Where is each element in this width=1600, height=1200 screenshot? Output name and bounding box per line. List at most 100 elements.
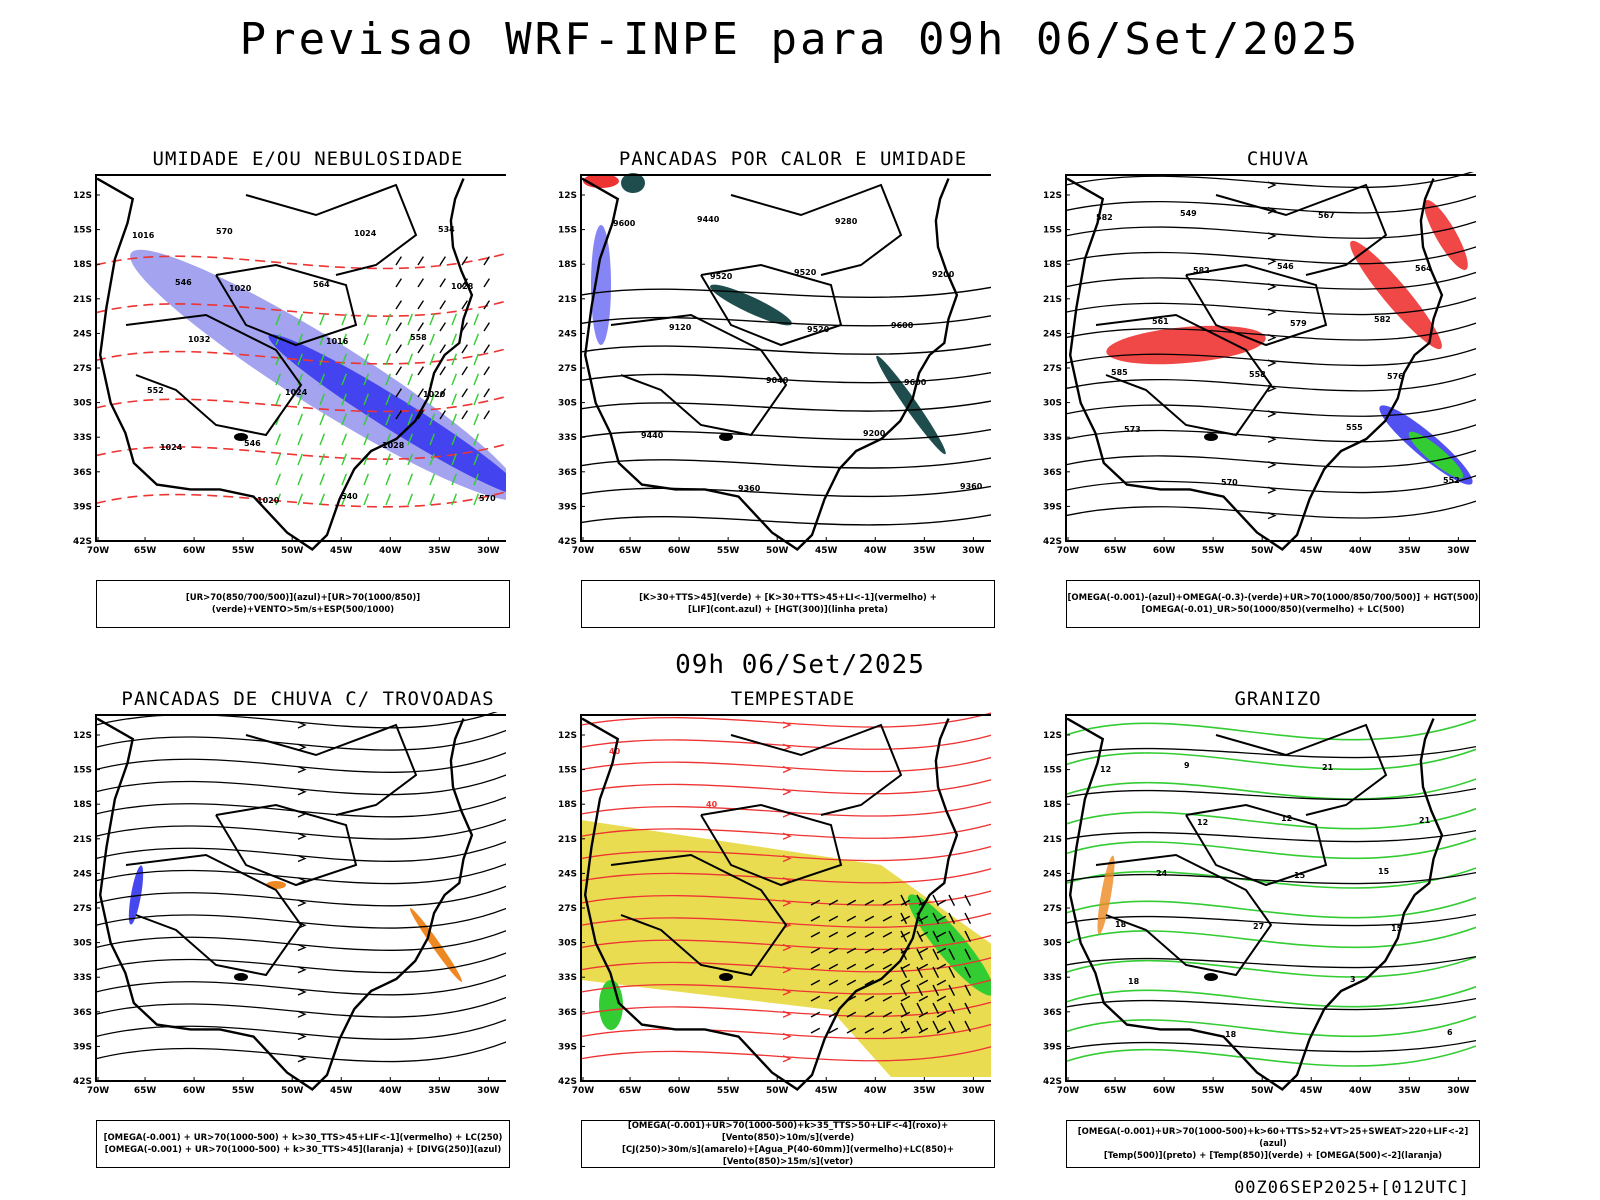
- lon-tick-label: 70W: [572, 546, 595, 556]
- wind-vector: [936, 947, 947, 954]
- wind-vector: [882, 963, 893, 970]
- wind-vector: [385, 473, 392, 486]
- contour-label: 15: [1294, 871, 1306, 880]
- lon-tick-label: 70W: [87, 1086, 110, 1096]
- map-content: 12 12 15 15 18 18 21 21 24 27 3 6 9 12 15 18 12S 15S 18S 21…: [1043, 714, 1476, 1096]
- wind-vector: [964, 1002, 972, 1015]
- lat-tick-label: 42S: [73, 537, 92, 547]
- contour-label: 570: [479, 494, 496, 503]
- wind-vector: [439, 410, 446, 420]
- wind-vector: [363, 373, 370, 386]
- wind-vector: [828, 995, 839, 1002]
- wind-vector: [439, 344, 446, 354]
- lat-tick-label: 21S: [558, 835, 577, 845]
- wind-vector: [810, 899, 821, 906]
- wind-vector: [932, 894, 940, 907]
- wind-vector: [319, 373, 326, 386]
- contour-label: 9360: [960, 482, 983, 491]
- contour-line: [580, 457, 991, 469]
- wind-vector: [810, 915, 821, 922]
- wind-vector: [882, 1027, 893, 1034]
- streamline-arrow: [782, 788, 792, 796]
- wind-vector: [964, 894, 972, 907]
- legend-line: [OMEGA(-0.001) + UR>70(1000-500) + k>30_…: [104, 1145, 502, 1155]
- wind-vector: [864, 947, 875, 954]
- wind-vector: [297, 313, 304, 326]
- streamline-arrow: [1267, 511, 1277, 520]
- wind-vector: [900, 984, 908, 997]
- lat-tick-label: 42S: [73, 1077, 92, 1087]
- panel-title: GRANIZO: [1234, 688, 1322, 710]
- lon-tick-label: 30W: [1447, 1086, 1470, 1096]
- map-frame: [95, 714, 506, 1082]
- contour-label: 573: [1124, 425, 1141, 434]
- contour-line: [1065, 985, 1476, 1008]
- streamline-arrow: [1267, 333, 1277, 342]
- lon-tick-label: 45W: [1300, 1086, 1323, 1096]
- lat-tick-label: 18S: [73, 260, 92, 270]
- wind-vector: [900, 912, 908, 925]
- wind-vector: [483, 366, 490, 376]
- wind-vector: [936, 931, 947, 938]
- wind-vector: [439, 366, 446, 376]
- contour-label: 9280: [835, 217, 858, 226]
- map-canvas: 582 582 579 576 573 570 567 564 561 558 555 552 549 5…: [1043, 172, 1476, 556]
- contour-label: 9120: [669, 323, 692, 332]
- contour-line: [1065, 748, 1476, 771]
- lat-tick-label: 30S: [73, 939, 92, 949]
- lat-tick-label: 27S: [558, 904, 577, 914]
- streamline: [95, 1041, 506, 1063]
- wind-vector: [846, 899, 857, 906]
- streamline: [580, 1001, 991, 1017]
- thunderstorm-area: [266, 881, 286, 889]
- lon-tick-label: 30W: [477, 546, 500, 556]
- lat-tick-label: 36S: [558, 1008, 577, 1018]
- panel-legend: [OMEGA(-0.001)-(azul)+OMEGA(-0.3)-(verde…: [1066, 580, 1480, 628]
- wind-vector: [341, 333, 348, 346]
- lon-tick-label: 65W: [1104, 546, 1127, 556]
- wind-vector: [936, 995, 947, 1002]
- wind-vector: [936, 963, 947, 970]
- wind-vector: [918, 1027, 929, 1034]
- wind-vector: [932, 1020, 940, 1033]
- streamline-arrow: [297, 966, 307, 974]
- lat-tick-label: 36S: [1043, 468, 1062, 478]
- state-border: [1215, 723, 1388, 816]
- lat-tick-label: 15S: [1043, 226, 1062, 236]
- wind-vector: [319, 353, 326, 366]
- streamline: [580, 934, 991, 951]
- lon-tick-label: 35W: [913, 546, 936, 556]
- map-content: 1016102010161020102410201024102810321024…: [73, 174, 506, 556]
- contour-line: [1065, 955, 1476, 969]
- coastline: [96, 717, 474, 1091]
- wind-vector: [341, 473, 348, 486]
- wind-vector: [810, 995, 821, 1002]
- wind-vector: [936, 1011, 947, 1018]
- country-border: [610, 853, 788, 977]
- wind-vector: [900, 963, 911, 970]
- contour-label: 15: [1391, 924, 1403, 933]
- panel-pancadas-trovoadas: PANCADAS DE CHUVA C/ TROVOADAS 12S 15S 18S 2…: [66, 688, 510, 1188]
- panel-legend: [OMEGA(-0.001) + UR>70(1000-500) + k>30_…: [96, 1120, 510, 1168]
- contour-line: [1065, 1015, 1476, 1038]
- wind-vector: [407, 333, 414, 346]
- wind-vector: [864, 1011, 875, 1018]
- wind-vector: [363, 493, 370, 506]
- wind-vector: [341, 373, 348, 386]
- wind-vector: [407, 313, 414, 326]
- lat-tick-label: 36S: [1043, 1008, 1062, 1018]
- wind-vector: [810, 979, 821, 986]
- lat-tick-label: 39S: [1043, 502, 1062, 512]
- lat-tick-label: 24S: [558, 329, 577, 339]
- streamline-arrow: [1267, 461, 1277, 469]
- omega-500-area: [1097, 855, 1115, 935]
- streamline-arrow: [1267, 257, 1277, 265]
- streamline: [580, 1046, 991, 1062]
- contour-label: 9600: [891, 321, 914, 330]
- contour-line: [580, 286, 991, 299]
- contour-label: 549: [1180, 209, 1197, 218]
- map-canvas: 1016102010161020102410201024102810321024…: [73, 174, 506, 556]
- lon-tick-label: 55W: [717, 546, 740, 556]
- panel-umidade: UMIDADE E/OU NEBULOSIDADE 1016 1020 1016 102…: [66, 148, 510, 648]
- lon-tick-label: 35W: [913, 1086, 936, 1096]
